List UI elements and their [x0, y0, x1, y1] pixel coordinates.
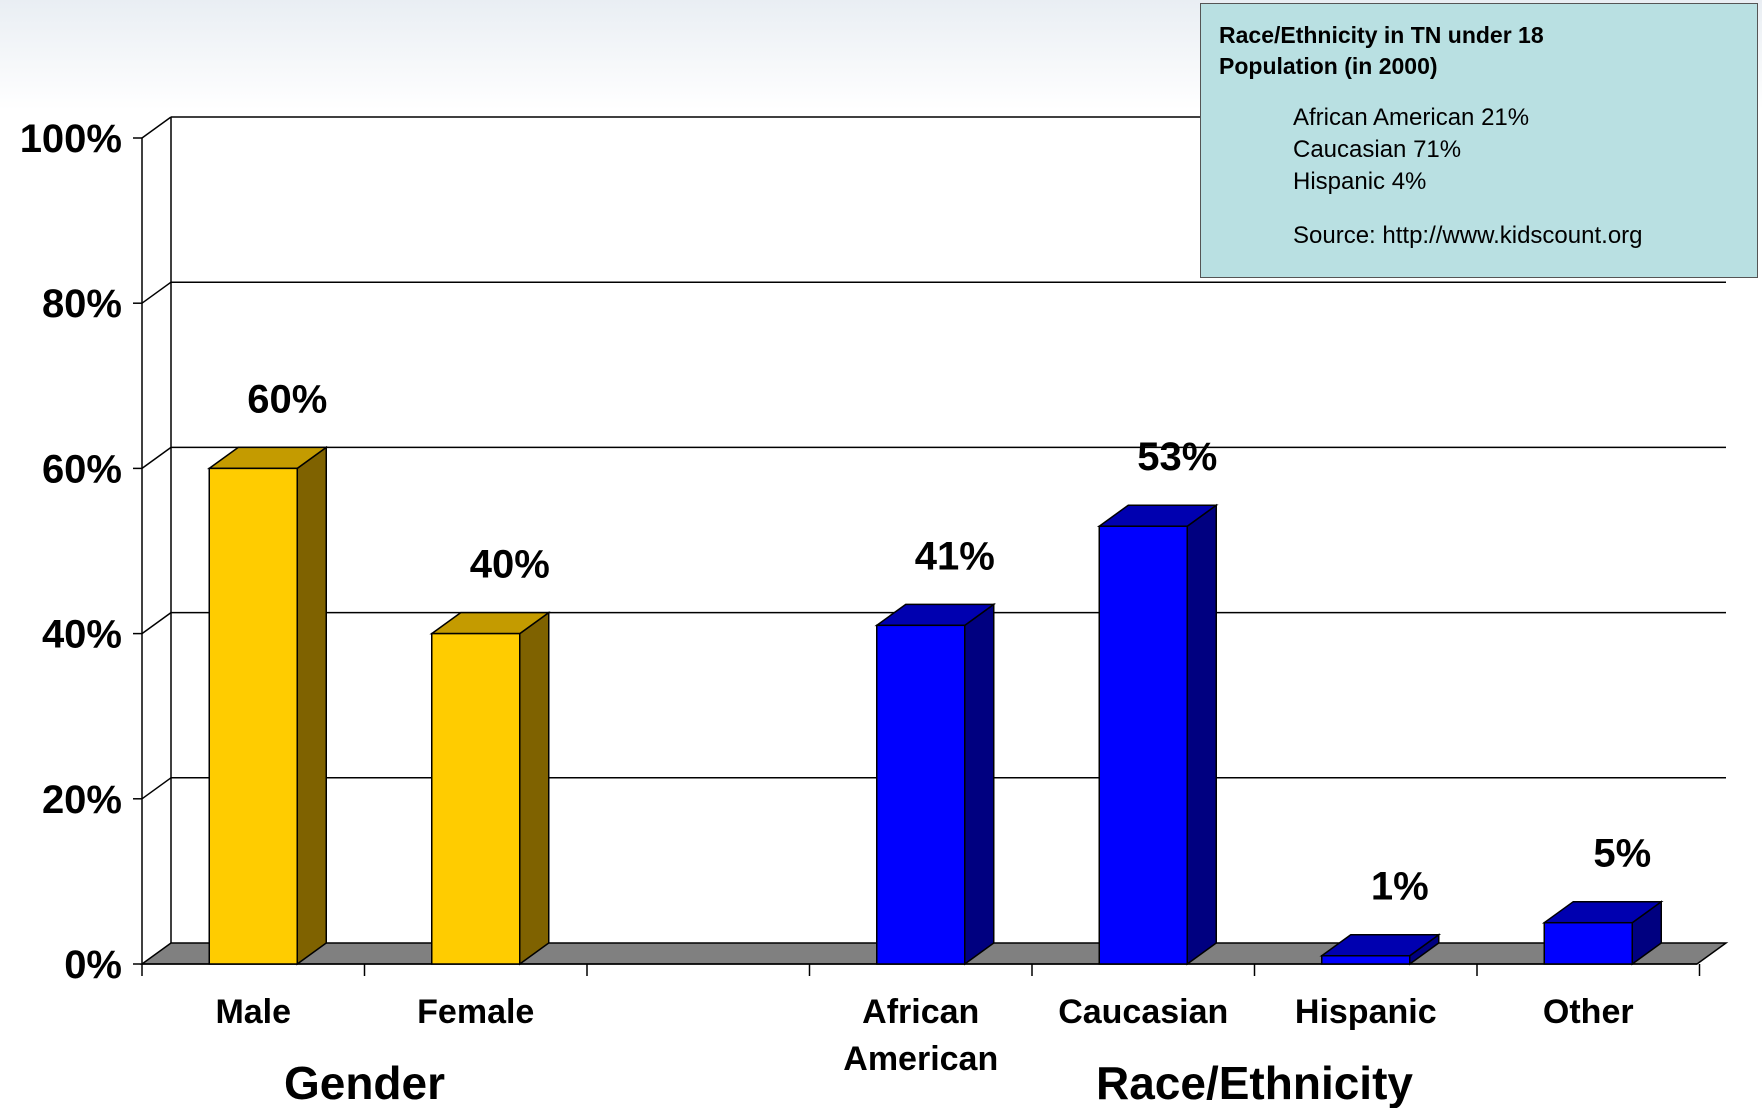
- bar-side: [519, 611, 550, 966]
- category-label: Other: [1543, 993, 1634, 1031]
- value-label: 53%: [1137, 435, 1217, 479]
- gridline-side: [141, 116, 172, 139]
- bar-side: [296, 445, 327, 966]
- category-label: Hispanic: [1295, 993, 1437, 1031]
- gridline-side: [141, 446, 172, 470]
- bar-caucasian: [1098, 525, 1188, 965]
- info-line-caucasian: Caucasian 71%: [1293, 136, 1462, 163]
- value-label: 60%: [247, 377, 327, 421]
- bar-male: [208, 467, 298, 965]
- y-tick-label: 20%: [42, 778, 122, 822]
- category-label: Male: [215, 993, 291, 1031]
- value-label: 1%: [1371, 865, 1429, 909]
- category-label: Female: [417, 993, 534, 1031]
- bar-female: [431, 632, 521, 965]
- gridline-side: [141, 777, 172, 800]
- bar-hispanic: [1321, 954, 1411, 965]
- bar-african-american: [876, 624, 966, 965]
- category-label: African American: [843, 993, 998, 1078]
- bar-side: [964, 602, 995, 966]
- value-label: 40%: [470, 543, 550, 587]
- value-label: 41%: [915, 534, 995, 578]
- y-tick-label: 60%: [42, 447, 122, 491]
- info-box-source: Source: http://www.kidscount.org: [1293, 222, 1643, 249]
- info-line-african-american: African American 21%: [1293, 104, 1530, 131]
- bar-other: [1543, 921, 1633, 965]
- back-wall: [171, 117, 1726, 943]
- y-tick-label: 40%: [42, 613, 122, 657]
- side-wall: [142, 117, 171, 964]
- gridline-side: [141, 611, 172, 635]
- value-label: 5%: [1593, 832, 1651, 876]
- group-label: Gender: [284, 1057, 445, 1108]
- category-label: Caucasian: [1058, 993, 1228, 1031]
- group-label: Race/Ethnicity: [1096, 1057, 1413, 1108]
- bar-side: [1186, 503, 1217, 966]
- info-box: Race/Ethnicity in TN under 18 Population…: [1200, 3, 1758, 278]
- info-line-hispanic: Hispanic 4%: [1293, 168, 1427, 195]
- y-tick-label: 0%: [64, 943, 122, 987]
- gridline-side: [141, 281, 172, 304]
- info-box-title: Race/Ethnicity in TN under 18 Population…: [1219, 22, 1544, 79]
- y-tick-label: 80%: [42, 282, 122, 326]
- info-box-lines: African American 21% Caucasian 71% Hispa…: [1293, 102, 1739, 198]
- y-tick-label: 100%: [20, 117, 122, 161]
